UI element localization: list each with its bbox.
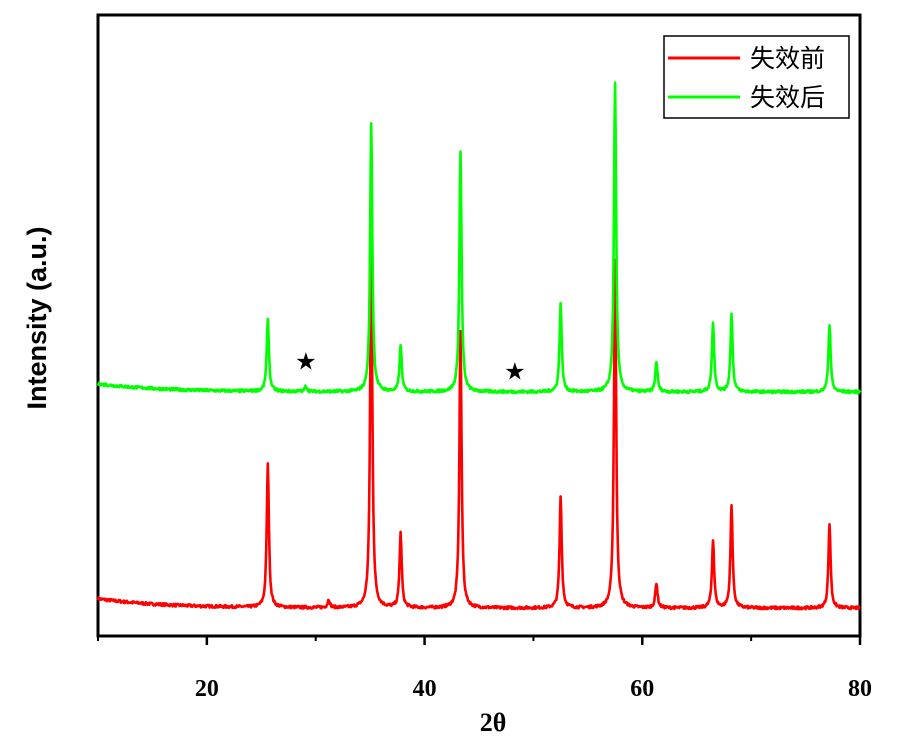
annotation-layer: ★ ★ xyxy=(295,348,526,386)
plot-frame xyxy=(96,13,862,638)
x-axis-title: 2θ xyxy=(480,708,507,737)
legend: 失效前 失效后 xyxy=(663,35,850,119)
legend-box xyxy=(663,35,850,119)
legend-label-series-2: 失效后 xyxy=(750,83,825,112)
x-axis: 20 40 60 80 xyxy=(97,636,872,702)
y-axis-title: Intensity (a.u.) xyxy=(22,226,52,409)
series-layer xyxy=(96,81,862,611)
star-annotation-2: ★ xyxy=(504,357,526,385)
star-annotation-1: ★ xyxy=(295,348,317,376)
series-line-1 xyxy=(96,239,861,611)
series-line-2 xyxy=(96,81,862,395)
x-tick-label-40: 40 xyxy=(413,676,437,702)
legend-label-series-1: 失效前 xyxy=(750,44,825,73)
x-tick-label-80: 80 xyxy=(848,676,872,702)
x-tick-label-20: 20 xyxy=(195,676,219,702)
x-tick-label-60: 60 xyxy=(630,676,654,702)
